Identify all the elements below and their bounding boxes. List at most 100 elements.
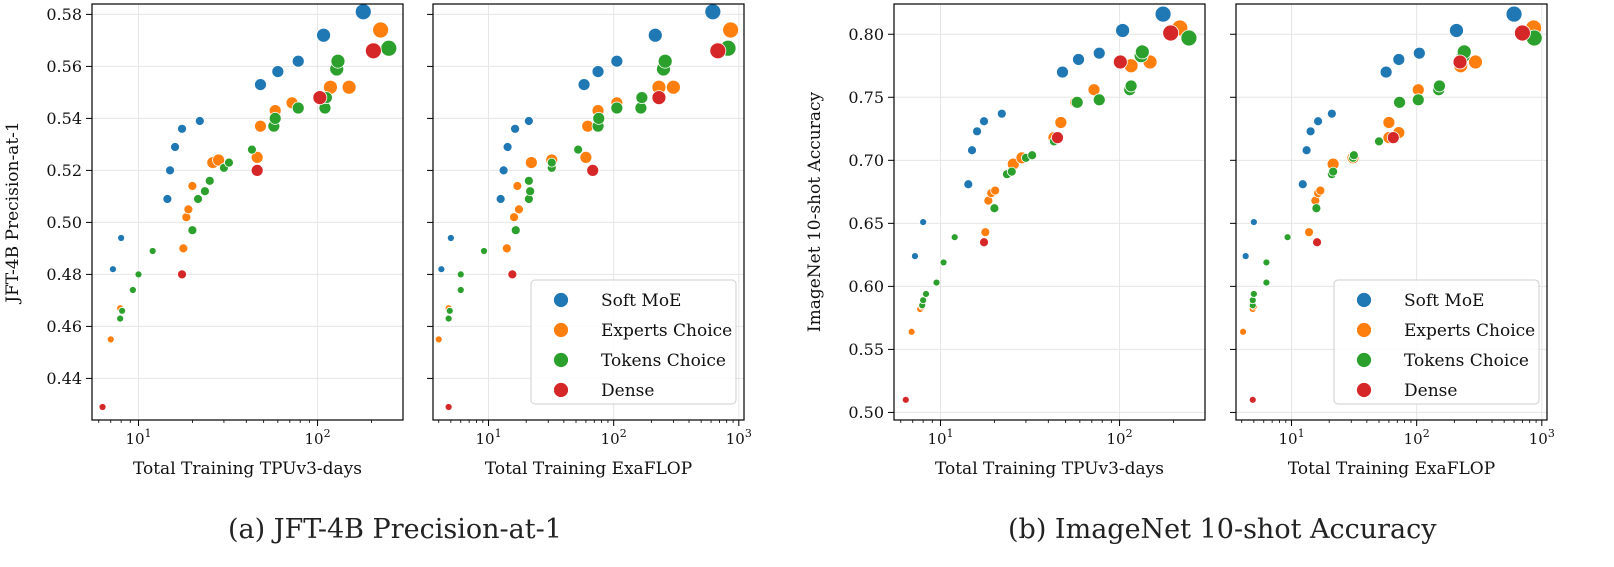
y-tick-label: 0.46	[46, 317, 82, 336]
legend-marker	[1356, 352, 1372, 368]
point-tokens-choice	[204, 175, 215, 186]
caption-b: (b) ImageNet 10-shot Accuracy	[1008, 514, 1437, 545]
point-experts-choice	[254, 119, 267, 133]
point-dense	[1514, 24, 1531, 42]
point-dense	[709, 42, 727, 60]
point-dense	[1112, 54, 1128, 70]
x-tick-label: 101	[475, 427, 501, 448]
point-soft-moe	[194, 116, 205, 126]
point-experts-choice	[990, 185, 1001, 196]
point-tokens-choice	[456, 286, 465, 294]
legend-label: Tokens Choice	[1404, 351, 1529, 371]
point-dense	[1248, 395, 1257, 404]
point-dense	[177, 269, 187, 280]
point-experts-choice	[341, 79, 357, 95]
point-soft-moe	[1505, 5, 1523, 23]
point-soft-moe	[972, 126, 982, 137]
point-experts-choice	[1054, 116, 1068, 129]
point-soft-moe	[1297, 179, 1308, 190]
point-tokens-choice	[187, 225, 198, 236]
point-soft-moe	[610, 54, 624, 68]
point-soft-moe	[979, 116, 989, 127]
legend-label: Dense	[1404, 381, 1457, 401]
axes-frame	[91, 3, 404, 421]
legend-marker	[553, 382, 569, 398]
legend: Soft MoE Experts Choice Tokens Choice Dense	[1333, 279, 1540, 405]
point-experts-choice	[980, 227, 991, 238]
point-tokens-choice	[268, 112, 282, 125]
point-soft-moe	[591, 65, 605, 78]
point-experts-choice	[434, 335, 443, 344]
point-experts-choice	[524, 156, 538, 170]
point-soft-moe	[911, 252, 919, 261]
point-soft-moe	[967, 145, 977, 156]
point-tokens-choice	[291, 101, 305, 115]
y-tick-label: 0.80	[848, 25, 884, 44]
point-experts-choice	[1087, 83, 1101, 97]
point-soft-moe	[1115, 23, 1131, 38]
point-soft-moe	[271, 65, 285, 78]
point-dense	[586, 163, 600, 177]
y-tick-label: 0.75	[848, 88, 884, 107]
point-soft-moe	[254, 78, 267, 91]
point-soft-moe	[1301, 145, 1312, 156]
point-tokens-choice	[224, 157, 234, 168]
point-tokens-choice	[200, 186, 210, 197]
y-tick-label: 0.50	[46, 213, 82, 232]
legend-marker	[553, 322, 569, 338]
point-dense	[1051, 131, 1064, 145]
legend-marker	[1356, 322, 1372, 338]
point-dense	[98, 403, 107, 411]
point-tokens-choice	[610, 101, 624, 115]
axes-frame	[1235, 3, 1548, 421]
panel-3: 101 102 0.50 0.55 0.60 0.65 0.70 0.75 0.80 Total …	[805, 3, 1206, 479]
y-axis-label: JFT-4B Precision-at-1	[3, 121, 23, 304]
point-tokens-choice	[573, 144, 584, 155]
point-soft-moe	[162, 194, 173, 204]
point-experts-choice	[187, 181, 198, 191]
point-dense	[444, 403, 453, 411]
point-soft-moe	[109, 265, 117, 274]
point-tokens-choice	[118, 306, 127, 315]
point-tokens-choice	[1283, 233, 1292, 242]
x-tick-label: 103	[726, 427, 752, 448]
point-tokens-choice	[1006, 166, 1017, 177]
point-tokens-choice	[193, 194, 203, 204]
legend-marker	[553, 292, 569, 308]
legend-marker	[553, 352, 569, 368]
legend-label: Soft MoE	[1404, 291, 1484, 311]
point-tokens-choice	[525, 186, 536, 197]
point-tokens-choice	[1027, 150, 1038, 161]
point-experts-choice	[907, 327, 916, 336]
point-tokens-choice	[1124, 79, 1138, 93]
x-tick-label: 102	[305, 427, 331, 448]
point-tokens-choice	[922, 290, 930, 298]
point-tokens-choice	[445, 306, 454, 315]
point-tokens-choice	[1393, 95, 1406, 109]
x-tick-label: 102	[1107, 427, 1133, 448]
point-soft-moe	[498, 165, 509, 176]
point-tokens-choice	[939, 258, 948, 267]
point-dense	[250, 163, 264, 177]
point-dense	[1452, 54, 1468, 70]
x-tick-label: 101	[1278, 427, 1304, 448]
point-experts-choice	[183, 204, 194, 215]
point-tokens-choice	[919, 296, 928, 305]
point-soft-moe	[1379, 65, 1393, 79]
point-soft-moe	[1241, 252, 1250, 261]
y-tick-label: 0.50	[848, 403, 884, 422]
point-soft-moe	[165, 165, 175, 176]
x-tick-label: 101	[125, 427, 151, 448]
legend-label: Experts Choice	[1404, 321, 1535, 341]
point-soft-moe	[1092, 46, 1106, 60]
point-dense	[979, 237, 989, 248]
point-tokens-choice	[116, 314, 125, 323]
x-axis-label: Total Training ExaFLOP	[1288, 459, 1495, 479]
point-experts-choice	[722, 21, 740, 39]
point-dense	[312, 90, 328, 105]
legend-label: Experts Choice	[601, 321, 732, 341]
point-tokens-choice	[148, 247, 157, 255]
point-experts-choice	[501, 243, 512, 254]
panel-4: 101 102 103 Total Training ExaFLOP Soft MoE E…	[1230, 3, 1555, 479]
point-dense	[1312, 237, 1322, 248]
